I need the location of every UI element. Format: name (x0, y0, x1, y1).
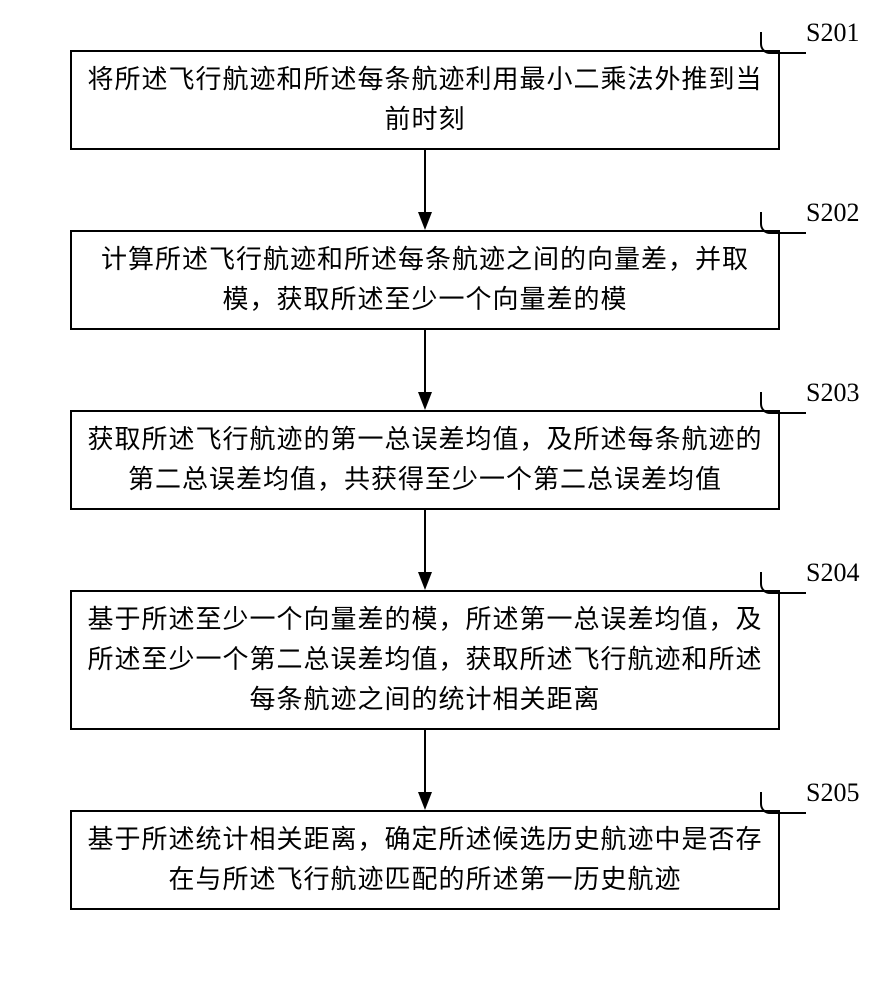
step-label-s205: S205 (806, 778, 859, 808)
label-leader (760, 32, 806, 54)
flow-node-text: 获取所述飞行航迹的第一总误差均值，及所述每条航迹的第二总误差均值，共获得至少一个… (86, 420, 764, 501)
label-leader (760, 392, 806, 414)
arrow (425, 510, 426, 590)
flow-node-s201: 将所述飞行航迹和所述每条航迹利用最小二乘法外推到当前时刻 (70, 50, 780, 150)
step-label-s201: S201 (806, 18, 859, 48)
label-leader (760, 572, 806, 594)
flow-node-s203: 获取所述飞行航迹的第一总误差均值，及所述每条航迹的第二总误差均值，共获得至少一个… (70, 410, 780, 510)
flow-node-text: 将所述飞行航迹和所述每条航迹利用最小二乘法外推到当前时刻 (86, 60, 764, 141)
flow-node-s205: 基于所述统计相关距离，确定所述候选历史航迹中是否存在与所述飞行航迹匹配的所述第一… (70, 810, 780, 910)
flow-node-s202: 计算所述飞行航迹和所述每条航迹之间的向量差，并取模，获取所述至少一个向量差的模 (70, 230, 780, 330)
step-label-s202: S202 (806, 198, 859, 228)
flowchart-canvas: { "canvas": { "width": 886, "height": 10… (0, 0, 886, 1000)
flow-node-text: 计算所述飞行航迹和所述每条航迹之间的向量差，并取模，获取所述至少一个向量差的模 (86, 240, 764, 321)
flow-node-text: 基于所述统计相关距离，确定所述候选历史航迹中是否存在与所述飞行航迹匹配的所述第一… (86, 820, 764, 901)
flow-node-text: 基于所述至少一个向量差的模，所述第一总误差均值，及所述至少一个第二总误差均值，获… (86, 600, 764, 721)
label-leader (760, 212, 806, 234)
arrow (425, 730, 426, 810)
step-label-s204: S204 (806, 558, 859, 588)
step-label-s203: S203 (806, 378, 859, 408)
label-leader (760, 792, 806, 814)
arrow (425, 150, 426, 230)
flow-node-s204: 基于所述至少一个向量差的模，所述第一总误差均值，及所述至少一个第二总误差均值，获… (70, 590, 780, 730)
arrow (425, 330, 426, 410)
